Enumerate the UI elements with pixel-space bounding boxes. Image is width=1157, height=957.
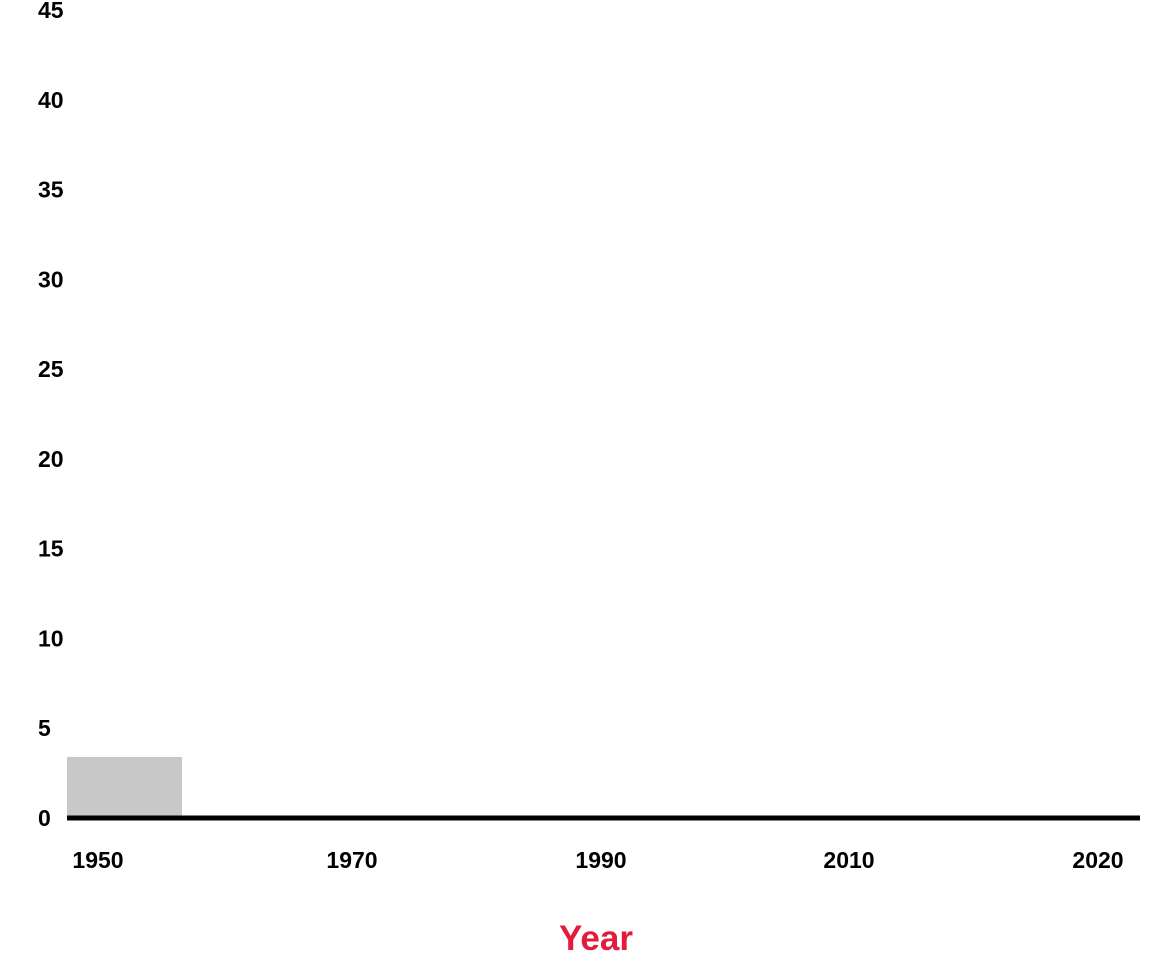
bars-group: [67, 756, 182, 818]
x-axis-ticks: 1950 1970 1990 2010 2020: [72, 847, 1123, 873]
y-tick-label: 30: [38, 266, 64, 292]
y-tick-label: 20: [38, 446, 64, 472]
y-axis-ticks: 0 5 10 15 20 25 30 35 40 45: [38, 0, 64, 831]
bar-1950: [67, 756, 182, 818]
y-tick-label: 45: [38, 0, 64, 23]
x-tick-label: 1970: [326, 847, 377, 873]
y-tick-label: 25: [38, 356, 64, 382]
y-tick-label: 5: [38, 715, 51, 741]
y-tick-label: 10: [38, 625, 64, 651]
x-tick-label: 2010: [823, 847, 874, 873]
y-tick-label: 35: [38, 177, 64, 203]
x-tick-label: 1950: [72, 847, 123, 873]
x-axis-title: Year: [559, 919, 633, 957]
y-tick-label: 40: [38, 87, 64, 113]
y-tick-label: 15: [38, 536, 64, 562]
x-tick-label: 2020: [1072, 847, 1123, 873]
x-tick-label: 1990: [575, 847, 626, 873]
y-tick-label: 0: [38, 805, 51, 831]
